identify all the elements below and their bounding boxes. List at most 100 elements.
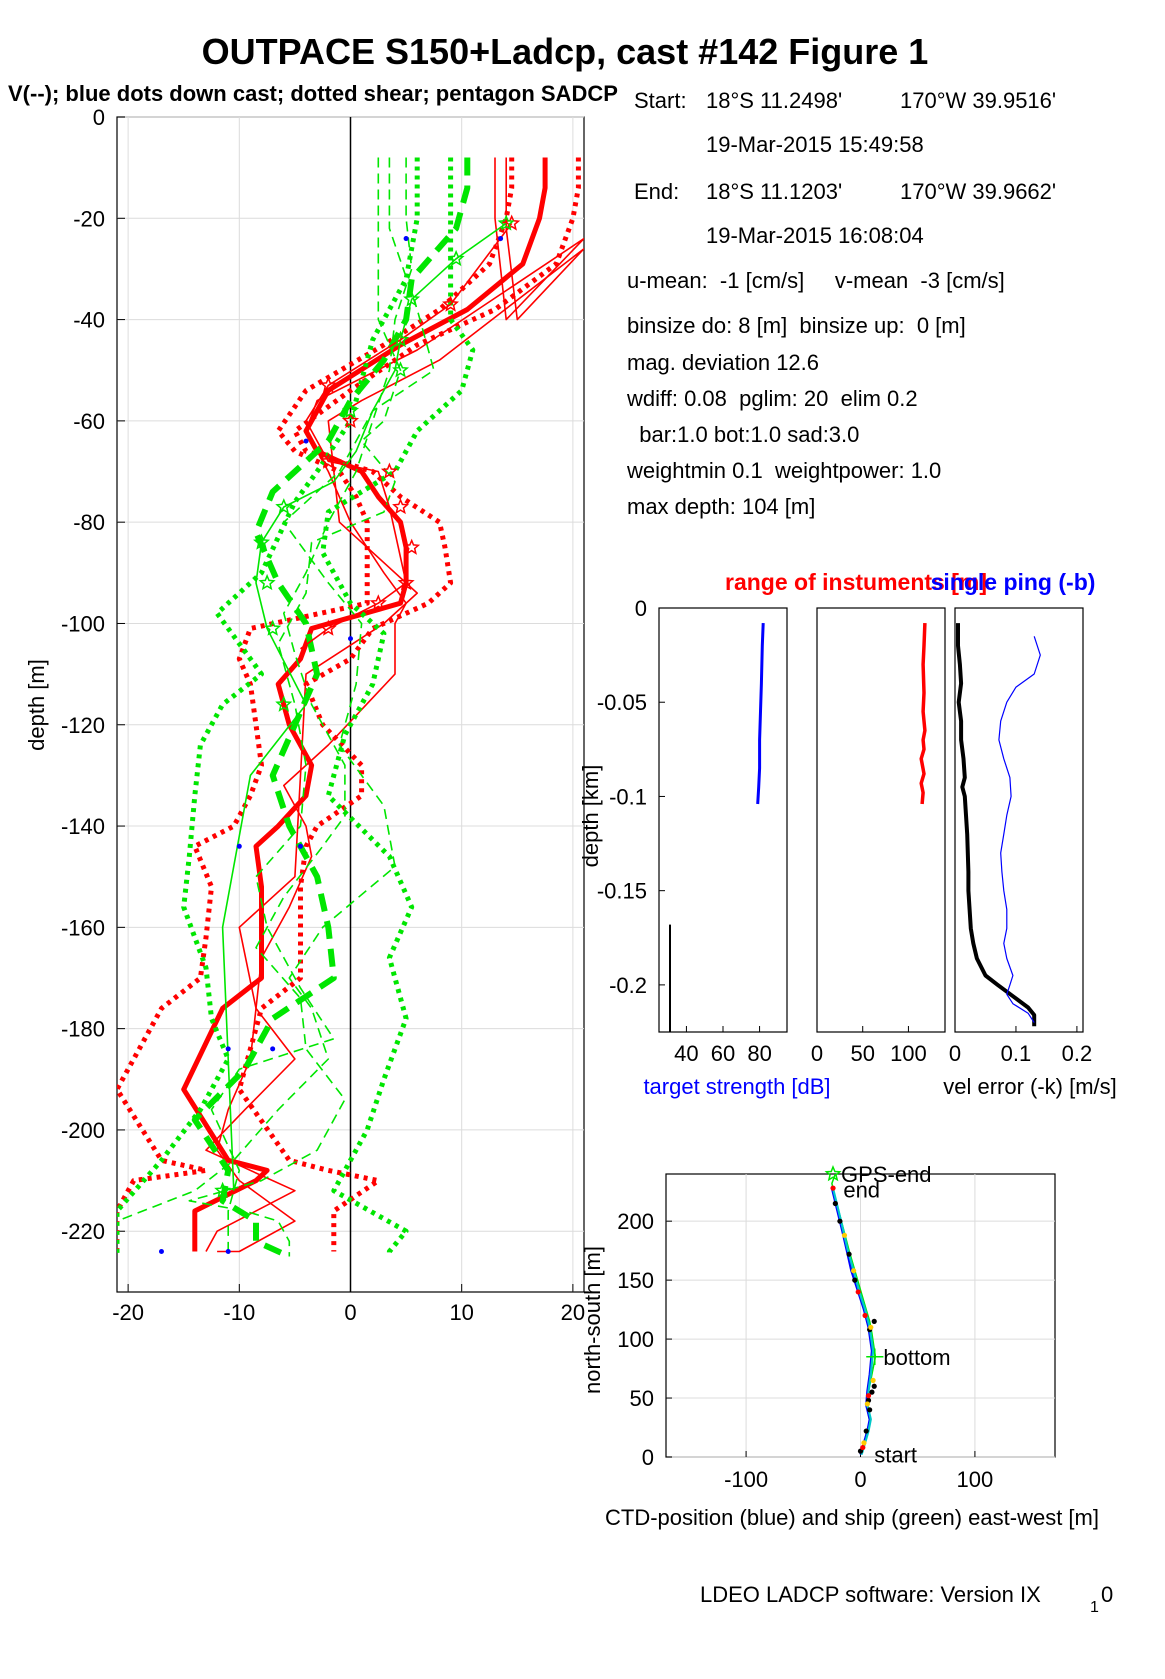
- panel2-frame: [816, 607, 946, 1033]
- panel-series-line: [919, 623, 927, 805]
- profile-u_thin1: [216, 157, 584, 1253]
- y-tick-label: -0.1: [609, 784, 647, 809]
- gps-end-marker: [824, 1165, 842, 1182]
- y-tick-label: 0: [635, 596, 647, 621]
- track-dot: [870, 1377, 876, 1383]
- velocity-markers: [158, 214, 521, 1254]
- position-annotation: start: [874, 1443, 917, 1468]
- y-tick-label: -40: [73, 308, 105, 333]
- panel-series-line: [956, 623, 1037, 1027]
- end-lon: 170°W 39.9662': [900, 179, 1056, 204]
- figure-title: OUTPACE S150+Ladcp, cast #142 Figure 1: [202, 31, 929, 72]
- position-annotation: GPS-end: [841, 1162, 932, 1187]
- profile-v_thin3: [117, 157, 435, 1222]
- profile-u_sadcp: [300, 222, 513, 650]
- track-dot: [846, 1251, 852, 1257]
- end-label: End:: [634, 179, 679, 204]
- downcast-dot: [297, 843, 303, 849]
- sadcp-u-marker: [442, 295, 460, 312]
- position-xlabel: CTD-position (blue) and ship (green) eas…: [605, 1505, 1099, 1530]
- y-tick-label: 200: [617, 1209, 654, 1234]
- velocity-ylabel: depth [m]: [24, 659, 49, 751]
- y-tick-label: 100: [617, 1327, 654, 1352]
- track-dot: [871, 1383, 877, 1389]
- position-ylabel: north-south [m]: [580, 1246, 605, 1394]
- track-line: [830, 1187, 874, 1455]
- velocity-ticks: -20 -10 0 10 200-20-40-60-80-100-120-140-160…: [61, 105, 585, 1325]
- software-version: LDEO LADCP software: Version IX 1 0: [700, 1582, 1113, 1616]
- profile-u_dot_l: [117, 157, 515, 1252]
- footer-sub: 1: [1090, 1599, 1099, 1616]
- downcast-dot: [303, 438, 309, 444]
- y-tick-label: -20: [73, 206, 105, 231]
- track-dot: [830, 1185, 836, 1191]
- sadcp-u-marker: [319, 376, 337, 393]
- y-tick-label: 150: [617, 1268, 654, 1293]
- y-tick-label: -160: [61, 915, 105, 940]
- downcast-dot: [225, 1046, 231, 1052]
- track-dot: [837, 1218, 843, 1224]
- profile-v_dot_r: [320, 157, 476, 1257]
- track-dot: [867, 1407, 873, 1413]
- panel1-ylabel: depth [km]: [578, 765, 603, 868]
- panel3-ticks: 0 0.1 0.2: [949, 1026, 1092, 1066]
- panel1-frame: [658, 607, 788, 1033]
- downcast-dot: [403, 236, 409, 242]
- sadcp-u-marker: [392, 498, 410, 515]
- param-line: mag. deviation 12.6: [627, 350, 819, 375]
- panel3-title: single ping (-b): [931, 569, 1096, 595]
- sadcp-u-marker: [341, 412, 360, 429]
- profile-u_thin2: [205, 157, 584, 1252]
- param-line: wdiff: 0.08 pglim: 20 elim 0.2: [626, 386, 918, 411]
- x-tick-label: 0: [949, 1041, 961, 1066]
- panel1-series: [669, 623, 765, 1032]
- y-tick-label: -140: [61, 814, 105, 839]
- x-tick-label: 100: [890, 1041, 927, 1066]
- sadcp-v-marker: [447, 249, 465, 267]
- sadcp-u-marker: [380, 462, 398, 479]
- y-tick-label: -0.15: [597, 879, 647, 904]
- sadcp-v-marker: [392, 330, 410, 348]
- profile-v_main: [191, 157, 471, 1260]
- track-dot: [852, 1277, 858, 1283]
- x-tick-label: 0.2: [1062, 1041, 1093, 1066]
- profile-v_thin1: [188, 157, 413, 1257]
- position-series: [830, 1174, 877, 1455]
- sadcp-v-marker: [275, 498, 293, 515]
- panel3-series: [956, 623, 1041, 1027]
- panel3-frame: [954, 607, 1084, 1033]
- track-dot: [841, 1232, 848, 1238]
- y-tick-label: 0: [93, 105, 105, 130]
- panel1-xlabel: target strength [dB]: [643, 1074, 830, 1099]
- profile-u_dot_r: [236, 157, 581, 1252]
- track-dot: [832, 1200, 838, 1207]
- y-tick-label: 0: [642, 1445, 654, 1470]
- x-tick-label: 10: [449, 1300, 473, 1325]
- sadcp-v-marker: [497, 214, 515, 231]
- y-tick-label: -0.05: [597, 690, 647, 715]
- downcast-dot: [236, 843, 242, 849]
- velocity-profile-axes: -20 -10 0 10 200-20-40-60-80-100-120-140-160…: [24, 105, 585, 1325]
- panel3-xlabel: vel error (-k) [m/s]: [943, 1074, 1117, 1099]
- end-lat: 18°S 11.1203': [706, 179, 842, 204]
- downcast-dot: [225, 1248, 231, 1254]
- sadcp-u-marker: [397, 573, 415, 591]
- footer-text: LDEO LADCP software: Version IX: [700, 1582, 1041, 1607]
- x-tick-label: -10: [223, 1300, 255, 1325]
- param-line: u-mean: -1 [cm/s] v-mean -3 [cm/s]: [627, 268, 1005, 293]
- panel1-ticks: 40 60 80 0 -0.05 -0.1 -0.15 -0.2: [597, 596, 772, 1066]
- x-tick-label: 100: [957, 1467, 994, 1492]
- sadcp-v-marker: [258, 573, 276, 591]
- sadcp-v-marker: [392, 361, 410, 378]
- sadcp-u-marker: [369, 594, 387, 611]
- x-tick-label: 20: [561, 1300, 585, 1325]
- sadcp-v-marker: [403, 290, 421, 307]
- param-line: bar:1.0 bot:1.0 sad:3.0: [627, 422, 859, 447]
- x-tick-label: 0.1: [1001, 1041, 1032, 1066]
- figure-subtitle: V(--); blue dots down cast; dotted shear…: [8, 81, 618, 106]
- y-tick-label: -200: [61, 1118, 105, 1143]
- downcast-dot: [158, 1248, 164, 1254]
- profile-v_thin2: [210, 157, 402, 1252]
